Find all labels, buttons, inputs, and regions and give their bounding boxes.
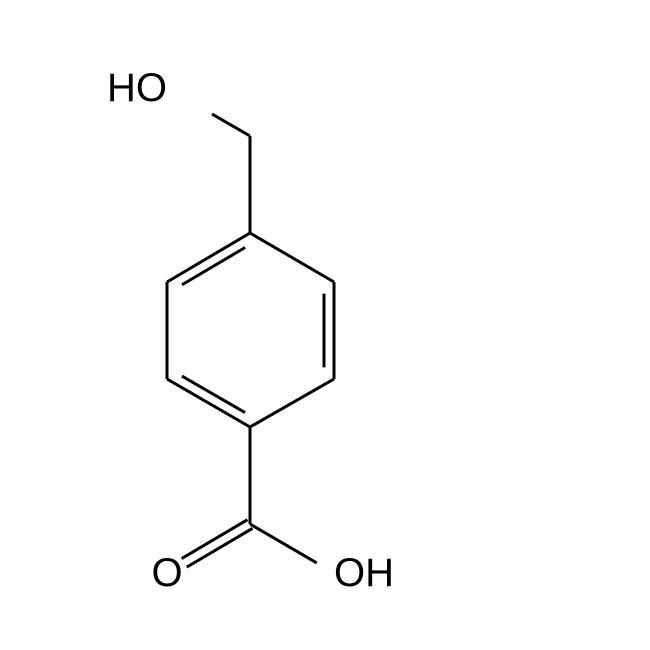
bond bbox=[250, 524, 317, 563]
atom-label-o1: O bbox=[151, 551, 182, 595]
bond bbox=[182, 520, 248, 559]
bond bbox=[212, 114, 250, 136]
molecule-diagram: HO O OH bbox=[0, 0, 650, 650]
bond bbox=[187, 528, 253, 567]
bond bbox=[167, 233, 250, 282]
bond bbox=[167, 379, 250, 427]
atom-label-oh1: HO bbox=[107, 66, 167, 110]
bond bbox=[250, 233, 334, 282]
atom-label-oh2: OH bbox=[334, 551, 394, 595]
bond bbox=[250, 379, 334, 427]
